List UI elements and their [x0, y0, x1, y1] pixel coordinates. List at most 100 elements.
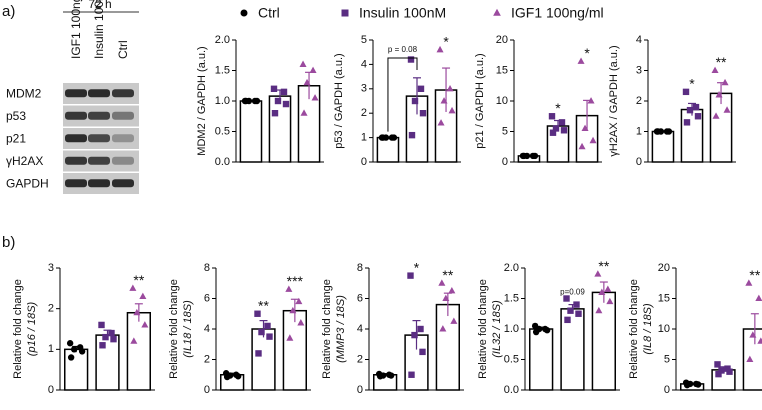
y-tick-label: 2.0 — [215, 34, 230, 46]
y-tick-label: 0 — [204, 384, 210, 396]
point — [745, 279, 753, 286]
significance: *** — [287, 273, 304, 289]
y-axis-label: (IL18 / 18S) — [182, 300, 194, 358]
blot-row-label: MDM2 — [6, 86, 42, 100]
point — [721, 78, 729, 86]
y-tick-label: 5 — [361, 34, 367, 46]
panel-label: a) — [2, 3, 15, 20]
point — [438, 279, 446, 286]
point — [563, 295, 570, 302]
point — [718, 367, 725, 374]
point — [573, 301, 580, 308]
point — [594, 270, 602, 277]
point — [436, 45, 444, 53]
point — [577, 57, 585, 64]
significance: ** — [442, 267, 453, 283]
point — [102, 333, 109, 341]
y-tick-label: 8 — [357, 262, 363, 274]
y-tick-label: 0 — [361, 156, 367, 168]
y-tick-label: 20 — [496, 34, 508, 46]
blot-band — [88, 89, 110, 98]
point — [234, 373, 242, 380]
point — [139, 292, 147, 300]
y-tick-label: 0.5 — [504, 353, 519, 365]
y-tick-label: 2 — [357, 353, 363, 365]
error-bar — [750, 313, 759, 345]
y-axis-label: (p16 / 18S) — [26, 301, 38, 356]
y-tick-label: 2 — [636, 95, 642, 107]
legend-label: Insulin 100nM — [359, 5, 446, 21]
point — [274, 97, 282, 105]
point — [408, 131, 416, 139]
point — [271, 110, 279, 117]
point — [712, 112, 720, 119]
bar — [529, 328, 554, 391]
y-tick-label: 2 — [204, 353, 210, 365]
significance: ** — [749, 267, 760, 283]
point — [723, 106, 731, 113]
y-tick-label: 5 — [502, 125, 508, 137]
blot-band — [112, 89, 134, 98]
point — [108, 329, 115, 337]
point — [133, 308, 141, 316]
blot-band — [112, 179, 134, 188]
point — [110, 335, 117, 343]
point — [387, 372, 395, 379]
point — [266, 333, 273, 340]
point — [581, 124, 589, 132]
point — [98, 321, 105, 329]
point — [558, 119, 566, 126]
y-axis-label: γH2AX / GAPDH (a.u.) — [608, 45, 620, 156]
point — [309, 66, 317, 74]
y-axis-label: (IL8 / 18S) — [642, 303, 654, 355]
point — [407, 56, 415, 63]
point — [446, 84, 454, 92]
y-tick-label: 10 — [496, 95, 508, 107]
y-tick-label: 0.0 — [215, 156, 230, 168]
point — [683, 381, 691, 389]
point — [531, 152, 539, 160]
point — [311, 94, 319, 101]
blot-time: 72 h — [88, 0, 111, 11]
blot-row-label: p53 — [6, 109, 26, 123]
point — [442, 294, 450, 302]
y-tick-label: 4 — [361, 58, 367, 70]
y-tick-label: 4 — [204, 323, 210, 335]
legend-marker — [493, 8, 501, 16]
point — [130, 337, 138, 344]
point — [440, 97, 448, 104]
y-axis-label: (IL32 / 18S) — [491, 300, 503, 358]
y-axis-label: Relative fold change — [321, 279, 333, 379]
significance: * — [414, 259, 420, 275]
blot-band — [65, 179, 87, 188]
error-bar — [442, 67, 451, 112]
point — [417, 85, 425, 92]
y-tick-label: 5 — [664, 353, 670, 365]
y-tick-label: 0 — [48, 384, 54, 396]
point — [694, 113, 702, 120]
y-tick-label: 3 — [636, 64, 642, 76]
point — [715, 370, 722, 378]
point — [606, 297, 614, 305]
point — [595, 306, 603, 314]
point — [437, 119, 445, 126]
point — [598, 288, 606, 295]
point — [129, 284, 137, 291]
y-tick-label: 8 — [204, 262, 210, 274]
significance: ** — [133, 272, 144, 288]
blot-band — [112, 156, 134, 165]
point — [711, 66, 719, 74]
y-tick-label: 6 — [357, 292, 363, 304]
point — [286, 334, 294, 341]
point — [297, 319, 305, 326]
point — [564, 316, 571, 324]
y-tick-label: 2 — [48, 303, 54, 315]
point — [255, 350, 262, 357]
error-bar — [413, 77, 421, 115]
blot-band — [88, 156, 110, 165]
y-tick-label: 10 — [658, 323, 670, 335]
point — [552, 125, 560, 132]
point — [303, 78, 311, 86]
significance: p=0.09 — [560, 288, 585, 297]
point — [715, 91, 723, 98]
